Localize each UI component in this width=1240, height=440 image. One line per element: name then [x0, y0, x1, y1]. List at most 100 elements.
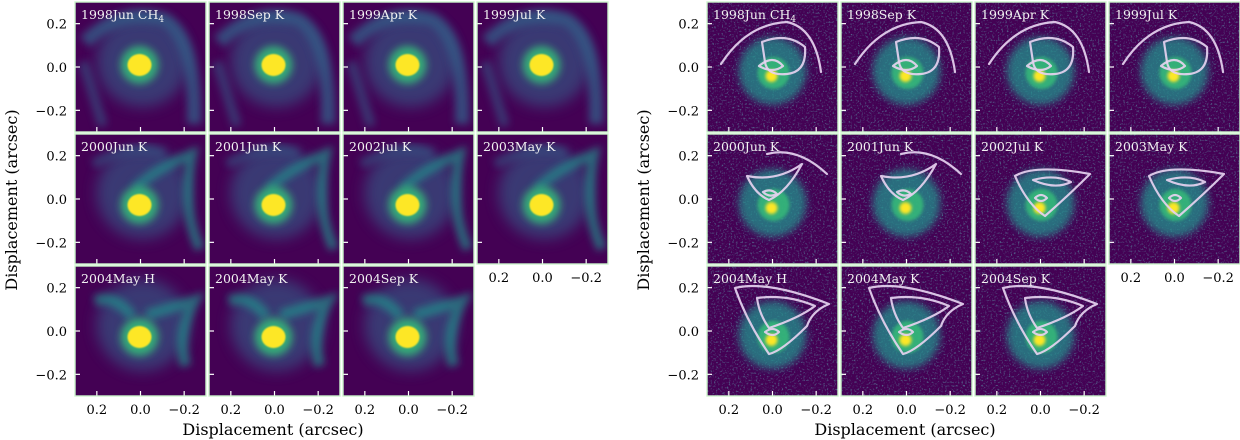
panel-image [227, 279, 339, 371]
image-panel: 2004Sep K [974, 265, 1107, 397]
core [261, 194, 286, 216]
y-tick-label: 0.2 [46, 18, 67, 33]
y-tick-label: 0.0 [46, 193, 67, 208]
contour-inner [889, 295, 951, 330]
panel-label: 1999Jul K [483, 7, 546, 22]
panel-frame [208, 1, 341, 133]
panel-image [90, 144, 205, 252]
panel-label: 2004Sep K [981, 271, 1051, 286]
panel-image [841, 266, 972, 396]
panel-frame [706, 1, 839, 133]
image-panel: 2004May H [706, 265, 839, 397]
model-image-grid: 1998Jun CH4 0.2 0.0 −0.2 1998Sep K 1999Apr K 1… [35, 1, 609, 418]
panel-frame [342, 265, 475, 397]
panel-frame [840, 1, 973, 133]
plume-glow [265, 145, 339, 252]
image-panel: 2002Jul K [342, 133, 475, 265]
x-tick-label: −0.2 [1068, 403, 1100, 418]
y-tick-label: 0.0 [678, 193, 699, 208]
panel-image [224, 144, 339, 252]
panel-label: 1999Jul K [1115, 7, 1178, 22]
x-tick-label: 0.0 [130, 403, 151, 418]
plume-glow [131, 145, 205, 252]
contour-core [757, 58, 785, 72]
panel-image [1109, 2, 1240, 132]
panel-label: 2001Jun K [847, 139, 914, 154]
image-panel: 2000Jun K [74, 133, 207, 265]
core [899, 334, 912, 346]
panel-label: 2000Jun K [713, 139, 780, 154]
panel-ticks [707, 155, 817, 264]
panel-ticks [75, 23, 185, 132]
panel-image [841, 2, 972, 132]
panel-frame [706, 133, 839, 265]
panel-label: 2002Jul K [349, 139, 412, 154]
right-y-axis-title: Displacement (arcsec) [634, 109, 653, 290]
contour-core [897, 327, 915, 337]
panel-label: 2004May H [81, 271, 155, 286]
contour-core [895, 189, 913, 197]
contour-core [761, 189, 779, 197]
panel-ticks [975, 287, 1085, 396]
panel-frame [840, 133, 973, 265]
contour-inner [1165, 176, 1207, 187]
panel-ticks [975, 23, 1085, 132]
contour-outer [745, 162, 804, 202]
y-tick-label: 0.0 [678, 325, 699, 340]
y-tick-label: 0.2 [46, 150, 67, 165]
panel-ticks [343, 155, 453, 264]
x-tick-label: −0.2 [570, 271, 602, 286]
arc-glow [358, 144, 435, 169]
image-panel: 1999Apr K [974, 1, 1107, 133]
panel-frame [476, 133, 609, 265]
panel-ticks [343, 287, 453, 396]
panel-frame [476, 1, 609, 133]
image-panel: 2004Sep K [342, 265, 475, 397]
plume-glow [93, 292, 205, 368]
x-tick-label: 0.2 [488, 271, 509, 286]
arc-glow [80, 9, 202, 125]
panel-ticks [707, 23, 817, 132]
panel-image [346, 9, 470, 128]
panel-image [975, 266, 1106, 396]
y-tick-label: 0.0 [678, 61, 699, 76]
core [395, 326, 420, 348]
panel-label: 1998Sep K [847, 7, 917, 22]
y-tick-label: 0.2 [678, 282, 699, 297]
image-panel: 2004May K [840, 265, 973, 397]
image-panel: 1999Apr K [342, 1, 475, 133]
panel-ticks [707, 287, 817, 396]
contour-inner [755, 295, 817, 330]
x-tick-label: −0.2 [302, 403, 334, 418]
x-tick-label: 0.2 [986, 403, 1007, 418]
panel-ticks [1109, 23, 1219, 132]
image-panel: 2004May K [208, 265, 341, 397]
y-tick-label: 0.2 [678, 150, 699, 165]
y-tick-label: −0.2 [35, 236, 67, 251]
panel-frame [1108, 133, 1240, 265]
contour-outer [1147, 168, 1226, 218]
image-panel: 2001Jun K [208, 133, 341, 265]
x-tick-label: −0.2 [800, 403, 832, 418]
panel-frame [974, 1, 1107, 133]
panel-ticks [841, 155, 951, 264]
y-tick-label: −0.2 [667, 104, 699, 119]
plume-glow [399, 145, 473, 252]
panel-ticks [209, 23, 319, 132]
x-tick-label: 0.0 [1030, 403, 1051, 418]
panel-ticks [477, 23, 587, 132]
arc-glow [214, 9, 336, 125]
contour-core [1031, 327, 1049, 337]
core [261, 326, 286, 348]
panel-image [975, 134, 1106, 264]
y-tick-label: 0.2 [46, 282, 67, 297]
y-tick-label: −0.2 [667, 236, 699, 251]
y-tick-label: 0.0 [46, 61, 67, 76]
panel-frame [974, 133, 1107, 265]
panel-label: 2003May K [483, 139, 556, 154]
contour-core [891, 58, 919, 72]
x-tick-label: 0.0 [1164, 271, 1185, 286]
panel-ticks [75, 155, 185, 264]
contour-core [763, 327, 781, 337]
